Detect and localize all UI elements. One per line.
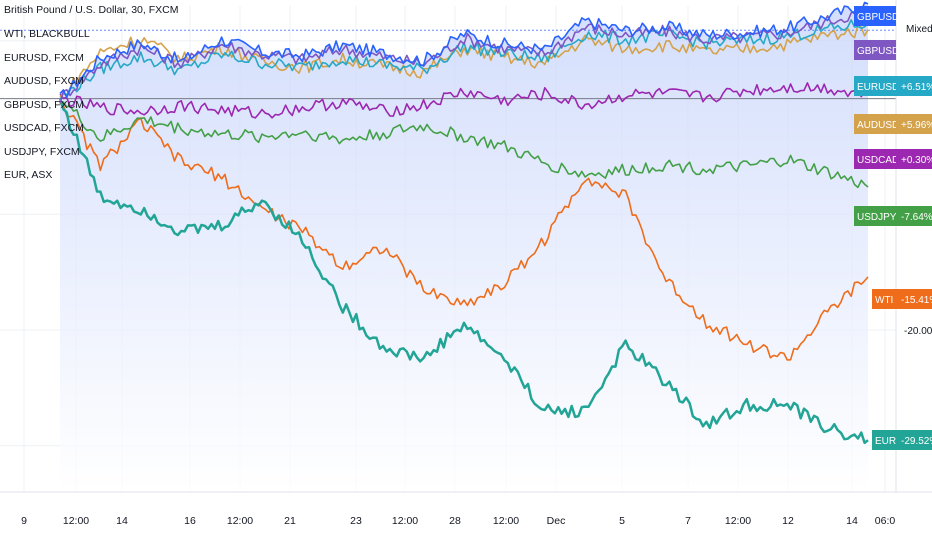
series-value-box [896,114,932,134]
legend-overlay-wti[interactable]: WTI, BLACKBULL [4,28,90,40]
x-tick-label: Dec [547,515,566,527]
series-value-label: +5.96% [901,120,932,131]
legend-overlay-usdcad[interactable]: USDCAD, FXCM [4,122,84,134]
x-tick-label: 12:00 [725,515,751,527]
series-line-gbpusd [59,1,869,99]
x-tick-label: 23 [350,515,362,527]
series-value-label: +6.51% [901,82,932,93]
series-value-box [896,149,932,169]
y-tick-label: -20.00% [904,326,932,337]
x-tick-label: 28 [449,515,461,527]
x-tick-label: 5 [619,515,625,527]
legend-overlay-audusd[interactable]: AUDUSD, FXCM [4,75,84,87]
series-tag-label: GBPUSD [857,12,899,23]
series-value-label: -15.41% [901,295,932,306]
legend-overlay-usdjpy[interactable]: USDJPY, FXCM [4,145,80,158]
main-series-area [60,2,868,492]
x-tick-label: 16 [184,515,196,527]
scale-mode-label[interactable]: Mixed [906,24,932,35]
series-tag-eur [872,430,896,450]
series-value-box [896,289,932,309]
series-value-box [896,206,932,226]
series-tag-label: USDJPY [857,212,897,223]
series-tag-eurusd [854,76,896,96]
legend-overlay-gbpusd[interactable]: GBPUSD, FXCM [4,98,84,111]
legend-overlay-eurusd[interactable]: EURUSD, FXCM [4,51,84,64]
series-tag-audusd [854,114,896,134]
x-tick-label: 12 [782,515,794,527]
series-tag-usdcad [854,149,896,169]
series-tag-gbpusd [854,40,896,60]
legend: British Pound / U.S. Dollar, 30, FXCM WT… [4,5,178,194]
series-tag-label: EUR [875,436,896,447]
legend-main-symbol[interactable]: British Pound / U.S. Dollar, 30, FXCM [4,4,179,16]
series-tag-label: WTI [875,295,893,306]
x-tick-label: 14 [846,515,858,527]
series-value-box [896,76,932,96]
x-tick-label: 12:00 [227,515,253,527]
series-value-label: -7.64% [901,212,932,223]
series-tag-label: EURUSD [857,82,899,93]
series-tag-label: GBPUSD [857,46,899,57]
series-value-box [896,430,932,450]
series-tag-label: USDCAD [857,155,899,166]
x-tick-label: 12:00 [392,515,418,527]
x-tick-label: 21 [284,515,296,527]
x-tick-label: 14 [116,515,128,527]
series-line-usdjpy [59,101,869,189]
series-line-usdcad [59,82,869,119]
series-tag-label: AUDUSD [857,120,899,131]
x-tick-label: 12:00 [63,515,89,527]
x-tick-label: 12:00 [493,515,519,527]
x-tick-label: 9 [21,515,27,527]
x-tick-label: 7 [685,515,691,527]
x-tick-label: 06:0 [875,515,896,527]
series-tag-wti [872,289,896,309]
legend-overlay-eur[interactable]: EUR, ASX [4,169,53,181]
series-value-label: -29.52% [901,436,932,447]
series-value-label: +0.30% [901,155,932,166]
series-line-wti [59,100,869,361]
series-tag-usdjpy [854,206,896,226]
series-line-eur [58,97,869,445]
series-tag-gbpusd [854,6,896,26]
